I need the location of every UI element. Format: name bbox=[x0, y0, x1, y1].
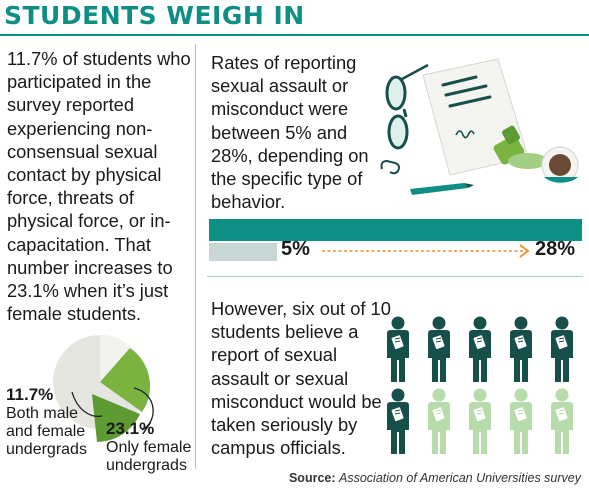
range-bar-low bbox=[209, 243, 277, 261]
range-arrow bbox=[322, 244, 530, 258]
column-divider bbox=[195, 44, 196, 469]
left-paragraph: 11.7% of students who participated in th… bbox=[7, 48, 191, 325]
person-icon bbox=[510, 316, 532, 382]
pie-both-line2: and female bbox=[6, 423, 86, 440]
glasses-icon bbox=[385, 63, 429, 150]
pie-pointer-1 bbox=[71, 391, 103, 418]
pie-both-slice bbox=[92, 394, 140, 442]
stamp-icon bbox=[493, 125, 548, 169]
person-icon bbox=[387, 388, 409, 454]
pie-female-slice bbox=[100, 348, 151, 412]
pie-female-line2: undergrads bbox=[106, 457, 187, 474]
pie-both-line1: Both male bbox=[6, 405, 79, 422]
middle-paragraph: Rates of reporting sexual assault or mis… bbox=[211, 52, 369, 213]
section-divider bbox=[207, 276, 583, 277]
person-icon bbox=[428, 316, 450, 382]
page-title: STUDENTS WEIGH IN bbox=[4, 1, 305, 30]
source-line: Source: Association of American Universi… bbox=[289, 471, 581, 485]
person-icon bbox=[428, 388, 450, 454]
range-bar-full bbox=[209, 219, 582, 241]
person-icon bbox=[510, 388, 532, 454]
pie-pointer-2 bbox=[133, 387, 154, 431]
pie-both-value: 11.7% bbox=[6, 385, 54, 404]
desk-illustration bbox=[380, 58, 579, 195]
pie-label-both: 11.7% Both male and female undergrads bbox=[6, 386, 87, 459]
people-pictogram bbox=[387, 316, 573, 454]
person-icon bbox=[551, 388, 573, 454]
pen-icon bbox=[410, 183, 474, 195]
pie-chart bbox=[53, 335, 154, 442]
person-icon bbox=[551, 316, 573, 382]
paperclip-icon bbox=[380, 159, 400, 175]
person-icon bbox=[469, 316, 491, 382]
source-text: Association of American Universities sur… bbox=[339, 471, 581, 485]
pie-label-female: 23.1% Only female undergrads bbox=[106, 420, 191, 475]
person-icon bbox=[469, 388, 491, 454]
title-divider bbox=[0, 34, 589, 36]
pie-female-line1: Only female bbox=[106, 439, 192, 456]
coffee-cup-icon bbox=[541, 146, 579, 184]
range-low-label: 5% bbox=[281, 238, 310, 260]
pie-female-value: 23.1% bbox=[106, 419, 155, 438]
source-label: Source: bbox=[288, 471, 336, 485]
bottom-paragraph: However, six out of 10 students believe … bbox=[211, 298, 391, 459]
range-high-label: 28% bbox=[535, 238, 576, 260]
person-icon bbox=[387, 316, 409, 382]
pie-both-line3: undergrads bbox=[6, 441, 87, 458]
